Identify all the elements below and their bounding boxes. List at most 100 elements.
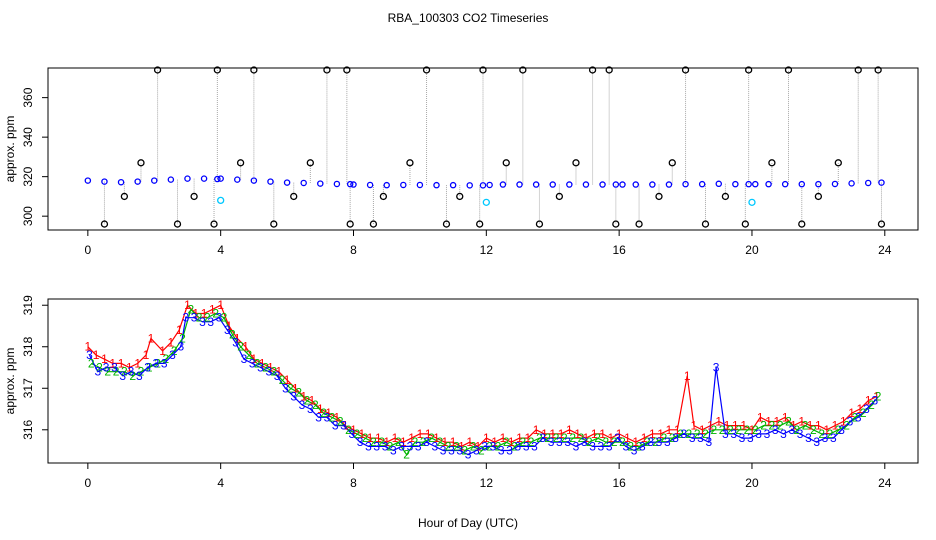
data-point [635,220,643,228]
data-point-label: 2 [578,431,585,445]
data-point-label: 2 [387,439,394,453]
data-point-label: 3 [357,435,364,449]
x-tick-label: 0 [85,476,92,490]
data-point-label: 3 [713,361,720,375]
data-point-label: 2 [827,427,834,441]
data-point-label: 1 [425,427,432,441]
data-point-label: 2 [428,431,435,445]
data-point-label: 3 [515,439,522,453]
data-point-label: 1 [740,419,747,433]
data-point [167,176,175,183]
data-point-label: 1 [259,356,266,370]
data-point-label: 2 [818,427,825,441]
data-point-label: 2 [378,435,385,449]
data-point-label: 2 [204,311,211,325]
data-point [117,178,125,186]
y-tick-label: 317 [21,378,35,398]
data-point-label: 1 [168,336,175,350]
data-point-label: 2 [727,423,734,437]
plot-frame [47,67,919,231]
data-point [848,180,855,187]
data-point [270,220,278,228]
data-point-label: 2 [495,439,502,453]
data-point-label: 3 [390,444,397,458]
data-point-label: 1 [807,419,814,433]
data-point-label: 3 [103,361,110,375]
data-point-label: 3 [863,402,870,416]
data-point-label: 2 [835,423,842,437]
data-point-label: 1 [300,390,307,404]
data-point-label: 3 [764,427,771,441]
data-point-label: 1 [790,419,797,433]
data-point-label: 1 [873,390,880,404]
data-point-label: 1 [342,419,349,433]
data-point-label: 1 [458,439,465,453]
data-point-label: 1 [840,414,847,428]
x-tick-label: 16 [612,243,626,257]
data-point-label: 1 [201,307,208,321]
data-point-label: 3 [622,439,629,453]
data-point-label: 1 [209,302,216,316]
data-point [317,180,324,187]
data-point [236,159,245,167]
data-point [433,181,440,189]
data-point [333,180,341,188]
data-point [745,180,752,188]
data-point-label: 3 [539,431,546,445]
data-point [217,175,224,182]
data-point [476,220,484,228]
data-point-label: 1 [724,419,731,433]
data-point-label: 1 [143,348,150,362]
data-point-label: 2 [520,435,527,449]
data-point-label: 3 [797,427,804,441]
data-point-label: 2 [793,423,800,437]
data-point [752,180,759,188]
data-point-label: 3 [614,431,621,445]
data-point-label: 1 [649,427,656,441]
data-point-label: 1 [93,348,100,362]
data-point-label: 2 [544,431,551,445]
data-point [532,181,540,188]
data-point-label: 2 [104,365,111,379]
data-point-label: 2 [769,419,776,433]
data-point-label: 1 [375,431,382,445]
data-point [306,159,314,167]
data-point-label: 3 [290,390,297,404]
data-point-label: 3 [340,419,347,433]
y-axis-label: approx. ppm [3,348,17,415]
data-point-label: 2 [412,435,419,449]
data-point-label: 3 [299,398,306,412]
data-point-label: 1 [815,419,822,433]
data-point [100,220,109,228]
data-point-label: 2 [852,410,859,424]
data-point-label: 3 [456,444,463,458]
data-point-label: 3 [423,435,430,449]
data-point-label: 3 [730,427,737,441]
data-point-label: 3 [855,410,862,424]
data-point-label: 2 [810,423,817,437]
data-point [605,66,613,74]
data-point-label: 2 [370,435,377,449]
data-point [422,66,431,74]
data-point-label: 3 [265,365,272,379]
data-point [781,180,789,188]
data-point [190,192,198,201]
data-point [798,180,806,188]
data-point [502,159,510,167]
data-point [234,176,241,183]
data-point-label: 2 [511,439,518,453]
data-point-label: 2 [113,365,120,379]
data-point-label: 3 [177,340,184,354]
data-point [267,178,274,185]
data-point-label: 3 [144,361,151,375]
data-point-label: 3 [432,439,439,453]
data-point-label: 1 [865,394,872,408]
data-point-label: 1 [267,361,274,375]
data-point-label: 1 [607,431,614,445]
data-point-label: 1 [159,344,166,358]
data-point-label: 2 [262,361,269,375]
data-point [815,180,822,188]
data-point [681,66,690,74]
data-point [400,181,407,189]
data-point-label: 2 [420,435,427,449]
